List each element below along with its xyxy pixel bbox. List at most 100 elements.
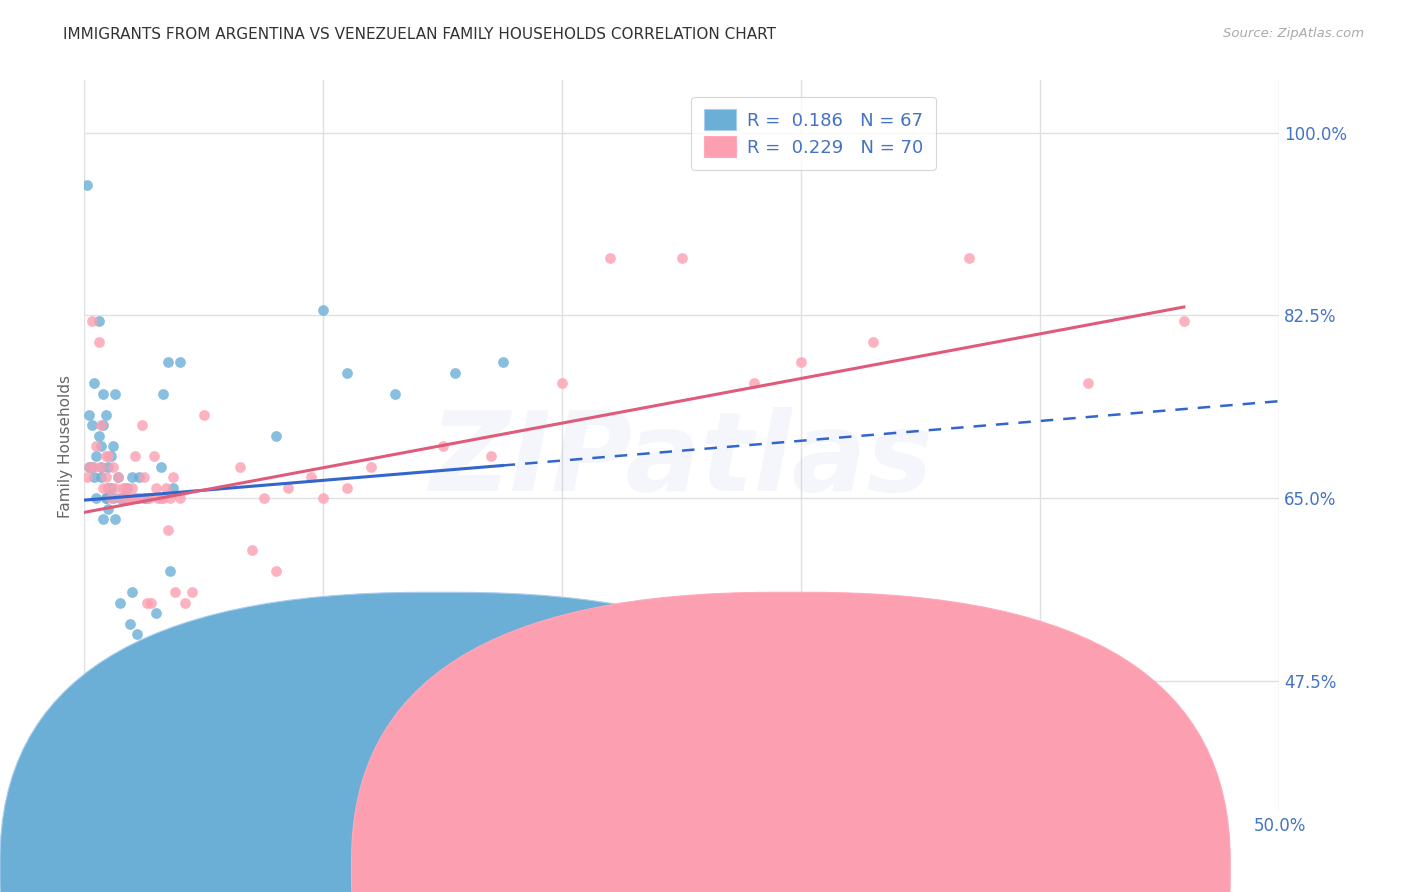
Point <box>152 386 174 401</box>
Point <box>148 491 170 506</box>
Point <box>110 596 132 610</box>
Point <box>336 366 359 380</box>
Point <box>97 459 120 474</box>
Point <box>110 491 132 506</box>
Point <box>114 481 136 495</box>
Point <box>181 669 204 683</box>
Point <box>87 428 110 442</box>
Point <box>86 450 108 464</box>
Point <box>253 491 276 506</box>
Point <box>1173 313 1195 327</box>
Point <box>101 491 124 506</box>
Point <box>173 669 195 683</box>
Point <box>957 251 980 265</box>
Point <box>107 470 129 484</box>
Point <box>165 585 187 599</box>
Point <box>94 408 117 422</box>
Point <box>117 491 139 506</box>
Text: IMMIGRANTS FROM ARGENTINA VS VENEZUELAN FAMILY HOUSEHOLDS CORRELATION CHART: IMMIGRANTS FROM ARGENTINA VS VENEZUELAN … <box>63 27 776 42</box>
Point <box>100 481 122 495</box>
Point <box>173 596 195 610</box>
Point <box>479 450 502 464</box>
Point <box>149 459 172 474</box>
Point <box>94 491 117 506</box>
Point <box>104 386 127 401</box>
Point <box>444 366 467 380</box>
Text: ZIPatlas: ZIPatlas <box>430 407 934 514</box>
Point <box>93 481 115 495</box>
Point <box>131 418 153 433</box>
Point <box>149 491 172 506</box>
Point <box>100 450 122 464</box>
Point <box>193 648 215 662</box>
Point <box>90 439 112 453</box>
Point <box>240 543 263 558</box>
Point <box>360 459 382 474</box>
Point <box>155 481 177 495</box>
Point <box>80 313 103 327</box>
Point <box>141 596 163 610</box>
Point <box>128 470 150 484</box>
Point <box>101 439 124 453</box>
Point <box>145 481 167 495</box>
Point <box>86 439 108 453</box>
Point <box>277 481 299 495</box>
Point <box>551 376 574 391</box>
Point <box>193 408 215 422</box>
Point <box>87 313 110 327</box>
Point <box>77 459 100 474</box>
Point <box>742 376 765 391</box>
Point <box>162 481 184 495</box>
Point <box>118 491 141 506</box>
Legend: R =  0.186   N = 67, R =  0.229   N = 70: R = 0.186 N = 67, R = 0.229 N = 70 <box>690 96 936 170</box>
Point <box>1077 376 1099 391</box>
Point <box>264 565 287 579</box>
Point <box>111 491 134 506</box>
Point <box>141 638 163 652</box>
Point <box>107 470 129 484</box>
Point <box>97 481 120 495</box>
Point <box>121 481 143 495</box>
Point <box>205 669 228 683</box>
Point <box>124 491 146 506</box>
Point <box>76 470 98 484</box>
Point <box>114 491 136 506</box>
Point <box>104 481 127 495</box>
Point <box>80 459 103 474</box>
Point <box>94 470 117 484</box>
Point <box>77 408 100 422</box>
Point <box>172 669 194 683</box>
Point <box>188 648 211 662</box>
Text: Source: ZipAtlas.com: Source: ZipAtlas.com <box>1223 27 1364 40</box>
Point <box>90 459 112 474</box>
Point <box>86 491 108 506</box>
Point <box>76 178 98 192</box>
Point <box>229 459 252 474</box>
Point <box>152 491 174 506</box>
Point <box>90 459 112 474</box>
Point <box>492 355 515 369</box>
Point <box>83 470 105 484</box>
Point <box>264 428 287 442</box>
Point <box>90 418 112 433</box>
Point <box>157 355 180 369</box>
Point <box>432 439 454 453</box>
Point <box>181 585 204 599</box>
Point <box>217 669 239 683</box>
Point <box>111 481 134 495</box>
Text: Immigrants from Argentina: Immigrants from Argentina <box>464 863 672 877</box>
Point <box>135 491 157 506</box>
Point <box>169 355 191 369</box>
Point <box>169 491 191 506</box>
Point <box>100 491 122 506</box>
Point <box>121 470 143 484</box>
Point <box>132 470 156 484</box>
Point <box>159 565 181 579</box>
Point <box>110 491 132 506</box>
Point <box>97 501 120 516</box>
Y-axis label: Family Households: Family Households <box>58 375 73 517</box>
Point <box>93 386 115 401</box>
Point <box>312 491 335 506</box>
Point <box>125 627 148 641</box>
Point <box>104 512 127 526</box>
